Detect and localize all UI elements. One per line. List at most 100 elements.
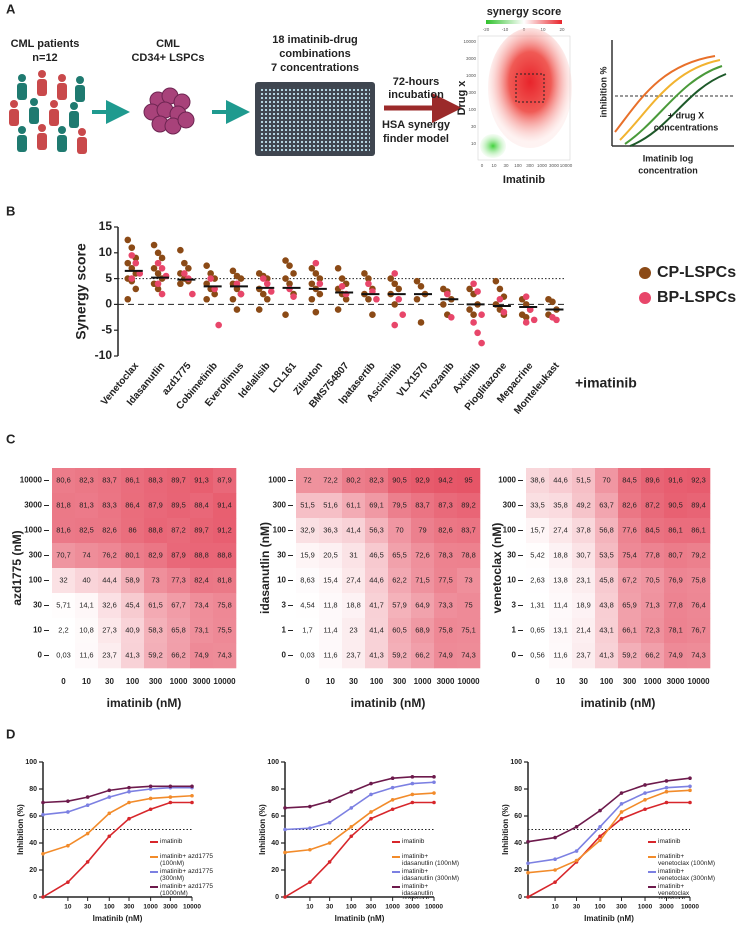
- x-tick-label: 3000: [667, 677, 685, 686]
- cell-label: 91,3: [194, 475, 209, 484]
- heatmap-cell: [595, 618, 619, 644]
- dot: [391, 301, 399, 308]
- cell-label: 30,7: [576, 550, 591, 559]
- cell-label: 32,9: [300, 525, 315, 534]
- dot: [207, 270, 214, 277]
- heatmap-cell: [526, 568, 550, 594]
- dot: [259, 290, 267, 298]
- heatmap-cell: [342, 518, 366, 544]
- y-tick-label: 0: [282, 651, 287, 660]
- heatmap-cell: [75, 643, 99, 669]
- y-tick-label: 300: [273, 501, 287, 510]
- heatmap-cell: [388, 543, 412, 569]
- cell-label: 87,9: [171, 550, 186, 559]
- mini-tick: 1000: [466, 73, 477, 78]
- y-tick-label: 0: [105, 297, 112, 311]
- y-tick-label: 300: [503, 501, 517, 510]
- y-tick-label: 100: [25, 759, 37, 766]
- panel-label: B: [6, 203, 15, 218]
- x-tick-label: 30: [84, 904, 92, 911]
- x-axis-label: imatinib (nM): [581, 696, 656, 710]
- person-head: [10, 100, 18, 108]
- y-axis-label: azd1775 (nM): [10, 530, 24, 605]
- dot: [177, 246, 184, 254]
- point: [283, 850, 287, 855]
- cell-label: 11,4: [553, 600, 567, 609]
- dot: [316, 275, 324, 282]
- x-tick-label: 0: [535, 677, 540, 686]
- heatmap-cell: [572, 493, 596, 519]
- legend-entry: imatinib+ azd1775 (100nM): [160, 853, 213, 867]
- heatmap-cell: [319, 618, 343, 644]
- dot: [470, 319, 477, 326]
- cell-label: 51,6: [323, 500, 338, 509]
- cell-label: 5,42: [530, 550, 545, 559]
- point: [66, 843, 70, 848]
- x-tick-label: 10000: [681, 904, 699, 911]
- y-axis-label: Inhibition (%): [501, 804, 510, 855]
- cell-label: 75,8: [217, 600, 232, 609]
- person-body: [37, 133, 47, 150]
- heatmap-cell: [618, 593, 642, 619]
- cell-label: 27,4: [346, 575, 361, 584]
- cell-label: 79,2: [691, 550, 706, 559]
- point: [66, 810, 70, 814]
- cell-label: 89,7: [171, 475, 186, 484]
- legend-entry: imatinib+ venetoclax (100nM): [658, 853, 715, 867]
- heatmap-cell: [98, 518, 122, 544]
- dot: [474, 288, 481, 295]
- dot: [282, 257, 289, 264]
- point: [526, 870, 530, 875]
- cell-label: 65,5: [392, 550, 407, 559]
- cell-label: 66,2: [415, 650, 430, 659]
- sketch-curve: [614, 55, 716, 133]
- dot: [391, 280, 399, 288]
- x-tick-label: 1000: [644, 677, 662, 686]
- cell-label: 73,1: [194, 625, 209, 634]
- point: [664, 779, 669, 783]
- y-tick-label: 20: [271, 867, 279, 874]
- heatmap-cell: [213, 468, 237, 494]
- cell-label: 40: [82, 575, 90, 584]
- heatmap-cell: [457, 493, 481, 519]
- cell-label: 69,1: [369, 500, 384, 509]
- cell-label: 84,5: [645, 525, 660, 534]
- heatmap-cell: [572, 593, 596, 619]
- point: [127, 785, 131, 790]
- series-line: [284, 776, 434, 809]
- cell-label: 23,7: [576, 650, 591, 659]
- heatmap-cell: [144, 543, 168, 569]
- dot: [154, 280, 162, 288]
- cell-label: 82,5: [79, 525, 94, 534]
- cell-label: 14,1: [79, 600, 94, 609]
- dot: [522, 314, 530, 321]
- heatmap-cell: [52, 618, 76, 644]
- heatmap-cell: [98, 468, 122, 494]
- x-tick-label: 1000: [414, 677, 432, 686]
- person-head: [70, 102, 78, 110]
- y-tick-label: 15: [99, 219, 113, 233]
- heatmap-cell: [549, 518, 573, 544]
- x-tick-label: 10: [326, 677, 335, 686]
- cell-label: 65,9: [622, 600, 637, 609]
- heatmap-cell: [75, 568, 99, 594]
- cell-label: 88,8: [148, 525, 163, 534]
- heatmap-cell: [121, 543, 145, 569]
- cell-label: 70,5: [645, 575, 660, 584]
- heatmap-cell: [319, 593, 343, 619]
- heatmap-cell: [121, 493, 145, 519]
- heatmap-cell: [342, 643, 366, 669]
- y-tick-label: 10: [33, 626, 42, 635]
- point: [390, 776, 395, 780]
- cell-label: 82,6: [438, 525, 453, 534]
- colorbar-tick: -20: [483, 27, 490, 32]
- cell-label: 23,7: [102, 650, 117, 659]
- point: [553, 868, 557, 872]
- dot: [128, 275, 136, 282]
- x-tick-label: 100: [600, 677, 614, 686]
- x-tick-label: 30: [573, 904, 581, 911]
- x-axis-label: imatinib (nM): [351, 696, 426, 710]
- heatmap-cell: [549, 643, 573, 669]
- y-tick-label: 40: [271, 840, 279, 847]
- cell-label: 92,9: [415, 475, 430, 484]
